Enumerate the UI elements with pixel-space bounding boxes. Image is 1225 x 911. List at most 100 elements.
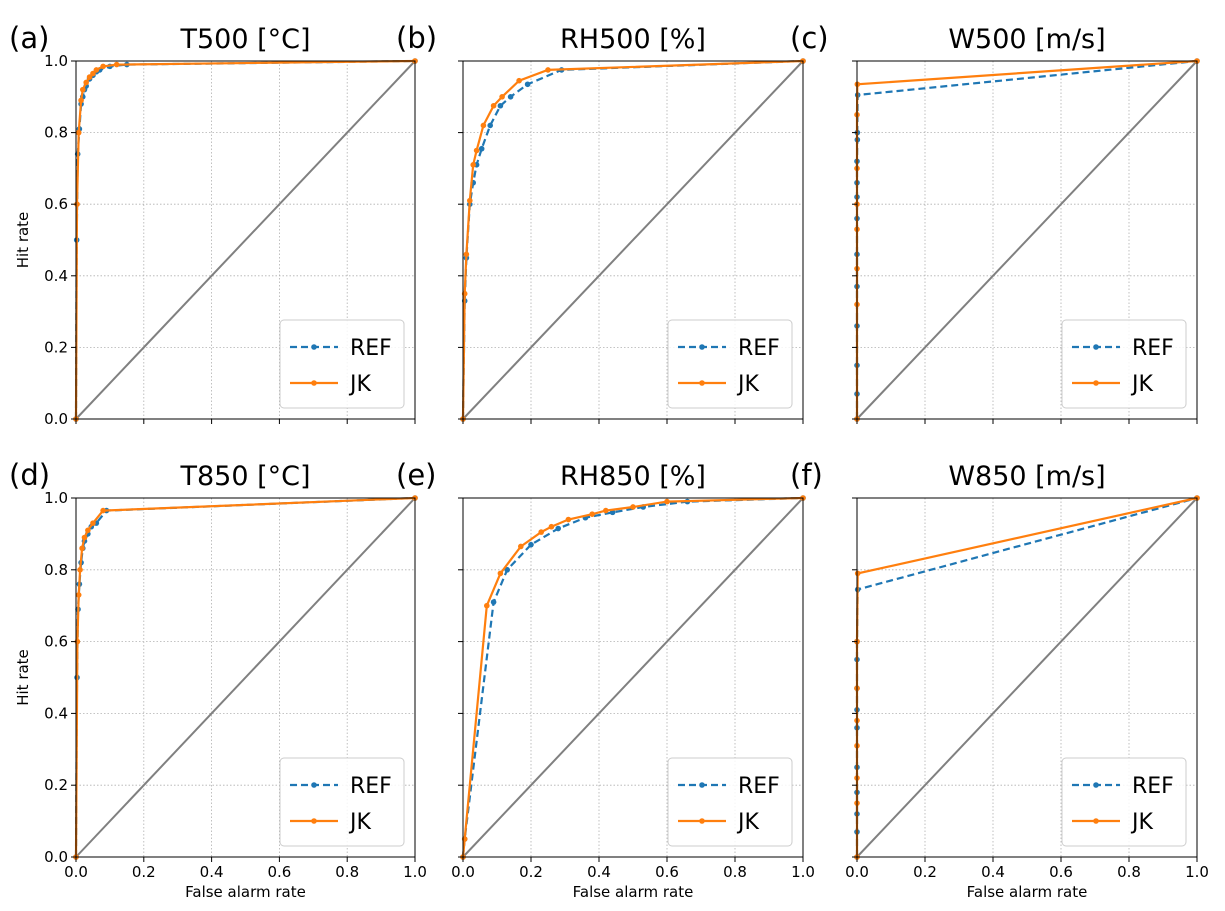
data-point-ref	[528, 541, 534, 548]
diagonal-line	[856, 497, 1198, 858]
legend-marker-ref	[699, 782, 705, 788]
data-point-jk	[473, 147, 480, 154]
legend-box	[667, 757, 793, 847]
legend-label-jk: JK	[736, 810, 759, 835]
data-point-ref	[497, 102, 504, 109]
data-point-jk	[490, 102, 497, 109]
y-tick-label: 0.2	[44, 776, 68, 794]
diagonal-line	[462, 497, 804, 858]
legend-label-jk: JK	[1130, 372, 1153, 397]
data-point-jk	[538, 529, 544, 535]
legend-marker-ref	[1093, 344, 1099, 350]
plot-frame	[462, 60, 804, 420]
panel-a: 0.0 0.2 0.4 0.6 0.8 1.0 Hit rate T500 [°C] (a) RE…	[9, 21, 418, 428]
panel-label: (c)	[790, 21, 829, 55]
x-tick-label: 0.4	[981, 863, 1005, 881]
y-tick-label: 0.6	[44, 195, 68, 213]
legend-label-ref: REF	[1132, 336, 1174, 361]
plot-frame	[856, 60, 1198, 420]
data-point-jk	[90, 70, 96, 77]
data-point-jk	[85, 527, 91, 534]
x-tick-label: 0.0	[451, 863, 475, 881]
data-point-jk	[77, 567, 83, 573]
y-tick-label: 0.6	[44, 633, 68, 651]
data-point-jk	[548, 523, 555, 530]
y-tick-label: 0.0	[44, 848, 68, 866]
y-tick-label: 1.0	[44, 52, 68, 70]
panel-f: 0.0 0.2 0.4 0.6 0.8 1.0 False alarm rate W850 […	[790, 458, 1209, 901]
x-tick-label: 1.0	[403, 863, 427, 881]
legend-label-jk: JK	[348, 372, 371, 397]
data-point-jk	[484, 602, 490, 609]
data-point-ref	[507, 94, 514, 100]
legend-marker-jk	[311, 818, 317, 824]
x-tick-label: 0.2	[913, 863, 937, 881]
legend-marker-ref	[311, 782, 317, 788]
y-axis-label: Hit rate	[14, 212, 32, 269]
data-point-ref	[478, 145, 485, 152]
data-point-jk	[499, 94, 505, 100]
legend-label-jk: JK	[736, 372, 759, 397]
legend-marker-jk	[1093, 380, 1099, 386]
diagonal-line	[856, 60, 1198, 420]
data-point-jk	[93, 67, 100, 73]
x-axis-label: False alarm rate	[967, 883, 1088, 901]
x-tick-label: 0.8	[335, 863, 359, 881]
legend-marker-jk	[699, 380, 705, 386]
panel-label: (b)	[396, 21, 437, 55]
diagonal-line	[75, 497, 416, 858]
x-tick-label: 0.0	[64, 863, 88, 881]
x-tick-label: 0.4	[587, 863, 611, 881]
data-point-jk	[86, 74, 93, 80]
y-tick-label: 0.2	[44, 338, 68, 356]
legend: REF JK	[279, 757, 405, 847]
legend-label-jk: JK	[348, 810, 371, 835]
data-point-jk	[83, 79, 89, 86]
panel-label: (e)	[396, 458, 436, 492]
series-line-jk	[461, 59, 804, 420]
data-point-jk	[497, 570, 504, 577]
legend-box	[279, 757, 405, 847]
data-point-jk	[75, 129, 82, 136]
panel-e: 0.0 0.2 0.4 0.6 0.8 1.0 False alarm rate RH850 …	[396, 458, 815, 901]
y-tick-label: 0.0	[44, 410, 68, 428]
x-axis-label: False alarm rate	[185, 883, 306, 901]
panel-c: W500 [m/s] (c) REF JK	[790, 21, 1200, 424]
panel-title: T850 [°C]	[179, 461, 310, 492]
panel-title: W500 [m/s]	[948, 24, 1105, 55]
data-point-jk	[113, 61, 120, 68]
data-point-jk	[470, 162, 477, 168]
data-point-ref	[487, 122, 494, 129]
legend-marker-jk	[1093, 818, 1099, 824]
panel-title: W850 [m/s]	[948, 461, 1105, 492]
x-axis-label: False alarm rate	[573, 883, 694, 901]
legend-label-jk: JK	[1130, 810, 1153, 835]
panel-label: (f)	[790, 458, 823, 492]
data-point-jk	[565, 516, 572, 523]
legend-box	[1061, 757, 1187, 847]
legend: REF JK	[667, 757, 793, 847]
legend: REF JK	[667, 319, 793, 409]
x-tick-label: 0.6	[1049, 863, 1073, 881]
x-tick-label: 1.0	[1185, 863, 1209, 881]
legend-box	[667, 319, 793, 409]
legend-marker-jk	[699, 818, 705, 824]
legend-label-ref: REF	[1132, 774, 1174, 799]
legend: REF JK	[279, 319, 405, 409]
plot-frame	[856, 497, 1198, 858]
legend: REF JK	[1061, 319, 1187, 409]
data-point-jk	[589, 511, 595, 517]
plot-frame	[75, 60, 416, 420]
y-axis-label: Hit rate	[14, 649, 32, 706]
data-point-ref	[504, 567, 511, 573]
data-point-jk	[603, 507, 609, 514]
data-point-jk	[664, 498, 670, 505]
data-point-jk	[480, 122, 487, 129]
data-point-jk	[463, 251, 470, 258]
data-point-jk	[79, 545, 85, 552]
plot-frame	[75, 497, 416, 858]
legend-label-ref: REF	[350, 774, 392, 799]
series-line-jk	[74, 496, 416, 858]
x-tick-label: 0.6	[267, 863, 291, 881]
